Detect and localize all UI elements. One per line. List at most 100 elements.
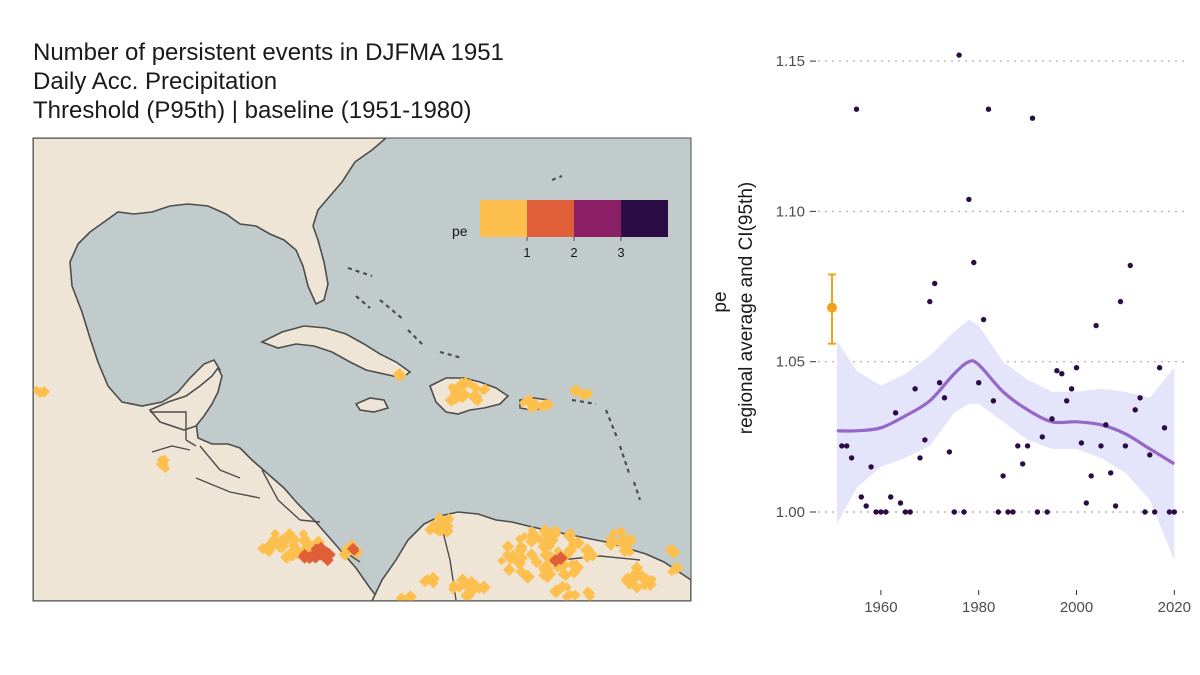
precip-cell — [614, 526, 628, 539]
data-point — [873, 509, 879, 515]
precip-cell — [584, 545, 595, 555]
data-point — [976, 380, 982, 386]
precip-cell — [540, 399, 550, 409]
data-point — [1005, 509, 1011, 515]
data-point — [883, 509, 889, 515]
precip-cell — [257, 542, 269, 555]
precip-cell — [562, 529, 576, 543]
data-point — [868, 464, 874, 470]
precip-cell — [156, 455, 166, 465]
data-point — [917, 455, 923, 461]
precip-cell — [349, 545, 360, 556]
x-tick-label: 1960 — [864, 599, 897, 616]
data-point — [1054, 368, 1060, 374]
precip-cell — [556, 580, 569, 593]
data-point — [858, 494, 864, 500]
precip-cell — [514, 543, 528, 557]
precip-cell — [669, 561, 684, 575]
data-point — [1122, 443, 1129, 449]
precip-cell — [567, 566, 581, 579]
precip-cell — [541, 549, 553, 560]
precip-cell — [501, 540, 515, 553]
precip-cell — [568, 383, 583, 398]
precip-cell — [443, 521, 454, 532]
chart-gridlines — [818, 60, 1188, 513]
legend-swatch-4 — [621, 200, 668, 237]
data-point — [1117, 298, 1124, 305]
data-point — [888, 494, 894, 500]
islands-bahamas — [347, 174, 642, 501]
x-tick-label: 1980 — [962, 599, 995, 616]
data-point — [936, 380, 943, 386]
data-point — [1112, 503, 1119, 509]
data-point — [1098, 443, 1104, 449]
x-tick-label: 2000 — [1060, 599, 1093, 616]
data-point — [985, 106, 992, 112]
data-point — [1127, 262, 1134, 269]
precip-cell — [428, 519, 441, 532]
data-point — [956, 52, 962, 58]
data-point — [1049, 416, 1055, 422]
ci-ribbon — [836, 319, 1175, 561]
land-jamaica — [354, 397, 390, 413]
legend-title: pe — [452, 223, 468, 239]
precip-cell — [160, 463, 171, 474]
precip-cell — [403, 590, 418, 601]
data-point — [907, 509, 913, 515]
precip-cell — [569, 589, 581, 601]
title-line-2: Daily Acc. Precipitation — [33, 68, 278, 95]
y-axis-label-1: pe — [710, 291, 731, 312]
data-point — [922, 437, 928, 443]
data-point — [1166, 509, 1173, 515]
precip-cell — [625, 572, 640, 587]
data-point — [946, 449, 953, 455]
y-tick-label: 1.10 — [776, 203, 805, 220]
country-borders — [150, 411, 641, 601]
legend-label-1: 1 — [523, 245, 530, 260]
title-line-1: Number of persistent events in DJFMA 195… — [33, 39, 504, 66]
chart-points — [839, 52, 1178, 515]
data-point — [1078, 440, 1085, 446]
data-point — [1147, 452, 1153, 458]
data-point — [1142, 509, 1148, 515]
data-point — [1073, 365, 1080, 371]
data-point — [941, 395, 948, 401]
chart-highlight — [827, 273, 837, 345]
legend-swatch-2 — [527, 200, 574, 237]
data-point — [892, 410, 899, 416]
precip-cell — [497, 556, 507, 566]
data-point — [912, 386, 918, 392]
highlight-point — [827, 302, 837, 313]
data-point — [1059, 371, 1065, 377]
data-point — [1156, 365, 1163, 371]
precip-cell — [464, 591, 475, 601]
data-point — [853, 106, 860, 112]
data-point — [1029, 115, 1036, 121]
chart-ci-ribbon — [836, 319, 1176, 561]
data-point — [1024, 443, 1031, 449]
precip-cell — [443, 513, 455, 524]
precip-cell — [648, 574, 657, 584]
data-point — [902, 509, 909, 515]
data-point — [995, 509, 1001, 515]
precip-cell — [526, 532, 536, 541]
precip-cell — [528, 551, 538, 561]
precip-cell — [470, 383, 481, 394]
precip-cell — [307, 548, 322, 563]
data-point — [980, 316, 987, 323]
precip-cell — [460, 376, 472, 388]
data-point — [1108, 470, 1114, 476]
map-title: Number of persistent events in DJFMA 195… — [33, 38, 693, 125]
data-point — [1068, 386, 1075, 392]
precip-cell — [315, 541, 327, 554]
precip-cell — [514, 534, 525, 544]
data-point — [1093, 322, 1099, 329]
chart-axes: 1.00 1.05 1.10 1.15 1960 1980 2000 2020 — [776, 53, 1191, 616]
y-axis-label-2: regional average and CI(95th) — [736, 182, 757, 434]
precip-cell — [467, 389, 482, 404]
data-point — [1152, 509, 1158, 515]
precip-cell — [297, 536, 307, 545]
data-point — [1137, 395, 1143, 401]
